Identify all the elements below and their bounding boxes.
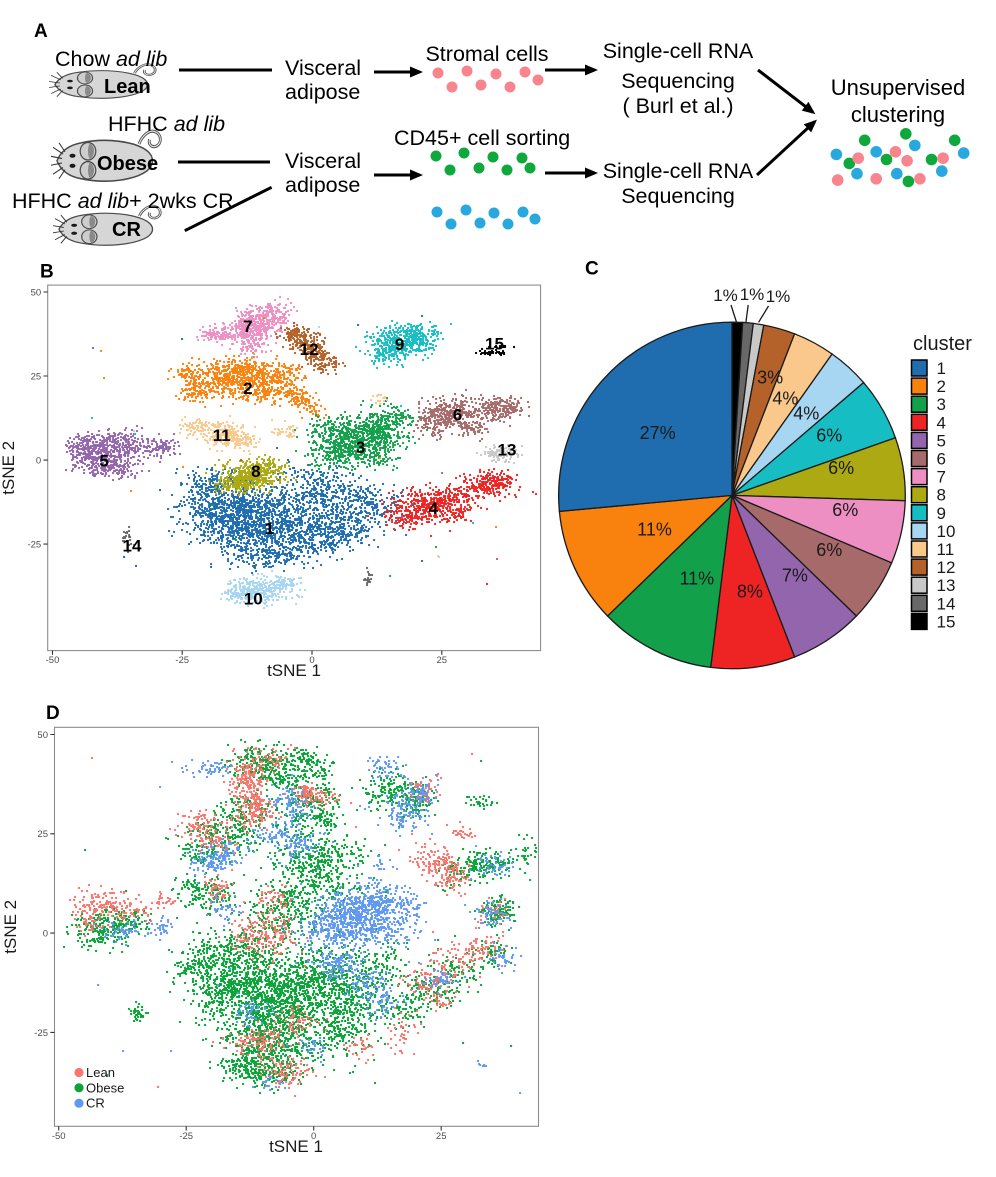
svg-text:25: 25 — [37, 829, 48, 840]
svg-text:9: 9 — [395, 335, 404, 354]
svg-text:25: 25 — [31, 371, 42, 382]
svg-text:0: 0 — [43, 929, 48, 940]
svg-text:Stromal cells: Stromal cells — [425, 42, 548, 66]
svg-text:B: B — [40, 262, 54, 283]
svg-text:4: 4 — [429, 499, 439, 518]
svg-text:-50: -50 — [46, 655, 60, 666]
svg-text:10: 10 — [937, 522, 956, 541]
svg-text:cluster: cluster — [913, 333, 972, 355]
svg-text:3%: 3% — [757, 367, 783, 387]
svg-text:3: 3 — [937, 395, 946, 414]
svg-text:50: 50 — [31, 287, 42, 298]
svg-text:tSNE 1: tSNE 1 — [269, 1137, 323, 1156]
svg-text:1%: 1% — [740, 285, 765, 304]
svg-text:25: 25 — [436, 1131, 447, 1142]
svg-text:1%: 1% — [713, 286, 738, 305]
svg-text:Single-cell RNA: Single-cell RNA — [603, 159, 754, 183]
svg-text:CD45+ cell sorting: CD45+ cell sorting — [394, 126, 570, 150]
svg-text:6%: 6% — [832, 500, 858, 520]
svg-text:-25: -25 — [34, 1028, 48, 1039]
svg-text:adipose: adipose — [285, 80, 360, 104]
svg-text:6: 6 — [453, 406, 462, 425]
svg-text:HFHC ad lib+ 2wks CR: HFHC ad lib+ 2wks CR — [12, 189, 234, 213]
svg-text:Single-cell RNA: Single-cell RNA — [603, 39, 754, 63]
svg-text:-50: -50 — [52, 1131, 66, 1142]
svg-text:tSNE 2: tSNE 2 — [0, 441, 18, 495]
svg-text:2: 2 — [937, 377, 946, 396]
svg-text:14: 14 — [123, 537, 142, 556]
svg-text:13: 13 — [498, 441, 517, 460]
svg-text:Obese: Obese — [86, 1080, 124, 1095]
svg-text:14: 14 — [937, 594, 956, 613]
svg-text:1: 1 — [937, 359, 946, 378]
svg-text:Visceral: Visceral — [285, 149, 361, 173]
svg-text:0: 0 — [309, 655, 314, 666]
svg-text:11%: 11% — [679, 569, 714, 589]
svg-text:15: 15 — [937, 612, 956, 631]
svg-text:27%: 27% — [640, 423, 676, 443]
svg-text:8: 8 — [937, 486, 946, 505]
svg-text:HFHC ad lib: HFHC ad lib — [108, 112, 225, 136]
svg-text:( Burl et al.): ( Burl et al.) — [622, 94, 733, 118]
svg-text:8%: 8% — [737, 582, 763, 602]
svg-text:-25: -25 — [27, 540, 41, 551]
svg-text:4: 4 — [937, 413, 946, 432]
svg-text:6%: 6% — [828, 458, 854, 478]
svg-text:0: 0 — [311, 1131, 316, 1142]
svg-text:11: 11 — [213, 426, 231, 445]
svg-text:CR: CR — [86, 1096, 105, 1111]
svg-text:11: 11 — [937, 540, 955, 559]
svg-text:12: 12 — [300, 340, 319, 359]
svg-text:Lean: Lean — [104, 76, 151, 98]
svg-text:A: A — [34, 21, 48, 42]
svg-text:4%: 4% — [772, 388, 798, 408]
svg-text:CR: CR — [112, 219, 141, 241]
svg-text:D: D — [46, 703, 60, 724]
svg-text:9: 9 — [937, 504, 946, 523]
svg-text:10: 10 — [244, 590, 263, 609]
svg-text:adipose: adipose — [285, 173, 360, 197]
svg-text:8: 8 — [251, 462, 260, 481]
svg-text:50: 50 — [37, 730, 48, 741]
svg-text:2: 2 — [243, 379, 252, 398]
svg-text:6%: 6% — [816, 540, 842, 560]
svg-text:0: 0 — [36, 456, 41, 467]
svg-text:6: 6 — [937, 450, 946, 469]
svg-text:C: C — [585, 259, 599, 280]
svg-text:12: 12 — [937, 558, 956, 577]
svg-text:7: 7 — [937, 468, 946, 487]
svg-text:1%: 1% — [766, 287, 791, 306]
svg-text:1: 1 — [265, 519, 274, 538]
svg-text:Chow ad lib: Chow ad lib — [55, 47, 167, 71]
svg-text:7%: 7% — [782, 566, 808, 586]
svg-text:13: 13 — [937, 576, 956, 595]
svg-text:Obese: Obese — [97, 153, 158, 175]
svg-text:6%: 6% — [816, 425, 842, 445]
svg-text:25: 25 — [437, 655, 448, 666]
svg-text:Sequencing: Sequencing — [621, 69, 735, 93]
svg-text:5: 5 — [937, 431, 946, 450]
svg-text:tSNE 2: tSNE 2 — [1, 900, 20, 954]
svg-text:7: 7 — [243, 317, 252, 336]
svg-text:4%: 4% — [793, 403, 819, 423]
svg-text:15: 15 — [485, 335, 504, 354]
svg-text:Visceral: Visceral — [285, 56, 361, 80]
svg-text:Lean: Lean — [86, 1065, 115, 1080]
svg-text:5: 5 — [99, 452, 108, 471]
svg-text:-25: -25 — [175, 655, 189, 666]
svg-text:Unsupervised: Unsupervised — [831, 75, 966, 100]
svg-text:tSNE 1: tSNE 1 — [267, 661, 321, 680]
svg-text:3: 3 — [356, 438, 365, 457]
svg-text:Sequencing: Sequencing — [621, 184, 735, 208]
svg-text:-25: -25 — [179, 1131, 193, 1142]
svg-text:clustering: clustering — [851, 102, 945, 127]
svg-text:11%: 11% — [637, 520, 672, 540]
